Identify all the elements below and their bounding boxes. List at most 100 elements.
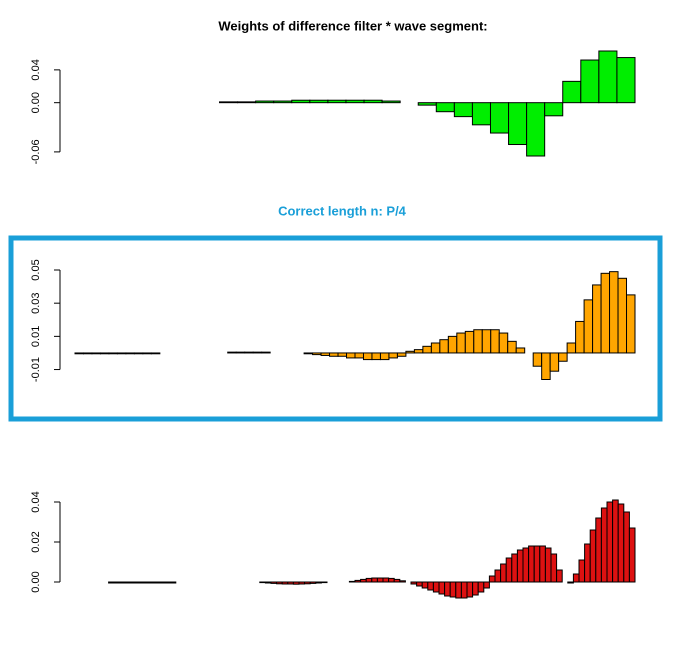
bar xyxy=(422,345,432,354)
bar xyxy=(472,581,479,596)
bar xyxy=(150,352,161,355)
bar xyxy=(158,581,166,584)
bar xyxy=(141,581,149,584)
bar xyxy=(320,352,331,356)
bar xyxy=(354,352,364,359)
bar xyxy=(281,581,289,585)
bar xyxy=(494,569,502,583)
bar xyxy=(481,329,492,354)
bar xyxy=(623,511,630,583)
bar xyxy=(447,335,458,354)
bar xyxy=(477,581,485,593)
bar xyxy=(125,352,135,355)
bar xyxy=(616,57,636,104)
bar xyxy=(595,517,602,583)
y-tick-label: 0.00 xyxy=(30,92,42,113)
bar xyxy=(417,102,437,106)
bar xyxy=(354,579,362,583)
y-tick-label: -0.06 xyxy=(30,139,42,164)
bar xyxy=(598,50,618,104)
bar xyxy=(371,577,378,583)
y-tick-label: 0.02 xyxy=(30,531,42,552)
y-tick-label: 0.01 xyxy=(30,326,42,347)
bar xyxy=(516,549,524,583)
bar xyxy=(500,563,507,583)
bar xyxy=(626,294,636,354)
y-tick-label: 0.04 xyxy=(30,59,42,80)
bar xyxy=(489,102,510,134)
bar xyxy=(453,102,473,118)
bar xyxy=(533,545,541,583)
bar xyxy=(609,271,619,354)
bar xyxy=(515,347,526,354)
bar xyxy=(270,581,278,584)
bar xyxy=(541,352,551,381)
bar xyxy=(152,581,160,584)
chart-title: Correct length n: P/4 xyxy=(278,203,407,218)
bar xyxy=(309,581,317,584)
bar xyxy=(498,332,509,354)
bar xyxy=(473,329,483,354)
bar xyxy=(567,581,574,584)
bar xyxy=(508,102,528,146)
bar xyxy=(309,99,329,104)
bar xyxy=(382,577,390,583)
bar xyxy=(292,581,300,585)
chart-title: Weights of difference filter * wave segm… xyxy=(218,18,487,33)
bar xyxy=(550,553,558,583)
bar xyxy=(108,581,115,584)
y-tick-label: -0.01 xyxy=(30,357,42,382)
bar xyxy=(164,581,171,584)
y-tick-label: 0.05 xyxy=(30,259,42,280)
bar xyxy=(348,580,356,583)
bar xyxy=(273,100,293,104)
bar xyxy=(315,581,322,584)
bar xyxy=(365,577,373,583)
bar xyxy=(435,102,455,113)
bar xyxy=(298,581,306,585)
bar xyxy=(287,581,294,585)
bar xyxy=(617,503,625,583)
bar xyxy=(119,581,126,584)
bar xyxy=(549,352,560,372)
bar xyxy=(304,581,311,585)
bar xyxy=(432,581,440,593)
bar xyxy=(592,284,602,354)
bar xyxy=(539,545,546,583)
bar xyxy=(612,499,619,583)
bar xyxy=(421,581,429,589)
bar xyxy=(124,581,132,584)
bar xyxy=(360,578,367,583)
bar xyxy=(544,547,552,583)
bar xyxy=(130,581,138,584)
bar xyxy=(438,581,446,595)
bar xyxy=(91,352,101,355)
bar xyxy=(600,507,608,583)
bar xyxy=(606,501,614,583)
bar xyxy=(430,342,441,354)
bar xyxy=(413,349,424,354)
bar xyxy=(291,99,311,104)
bar xyxy=(320,581,328,584)
y-tick-label: 0.03 xyxy=(30,292,42,313)
bar xyxy=(507,340,517,354)
bar xyxy=(259,581,266,584)
bar xyxy=(169,581,177,584)
y-tick-label: 0.00 xyxy=(30,571,42,592)
bar xyxy=(376,577,384,583)
bar xyxy=(235,351,246,354)
bar xyxy=(427,581,434,591)
bar xyxy=(113,581,121,584)
bar xyxy=(466,581,474,598)
bar xyxy=(264,581,272,584)
bar xyxy=(252,351,263,354)
bar xyxy=(532,352,543,367)
bar xyxy=(276,581,283,585)
bar xyxy=(337,352,348,357)
bar xyxy=(261,351,271,354)
bar xyxy=(488,575,496,583)
bar xyxy=(362,352,373,361)
bar xyxy=(379,352,390,361)
